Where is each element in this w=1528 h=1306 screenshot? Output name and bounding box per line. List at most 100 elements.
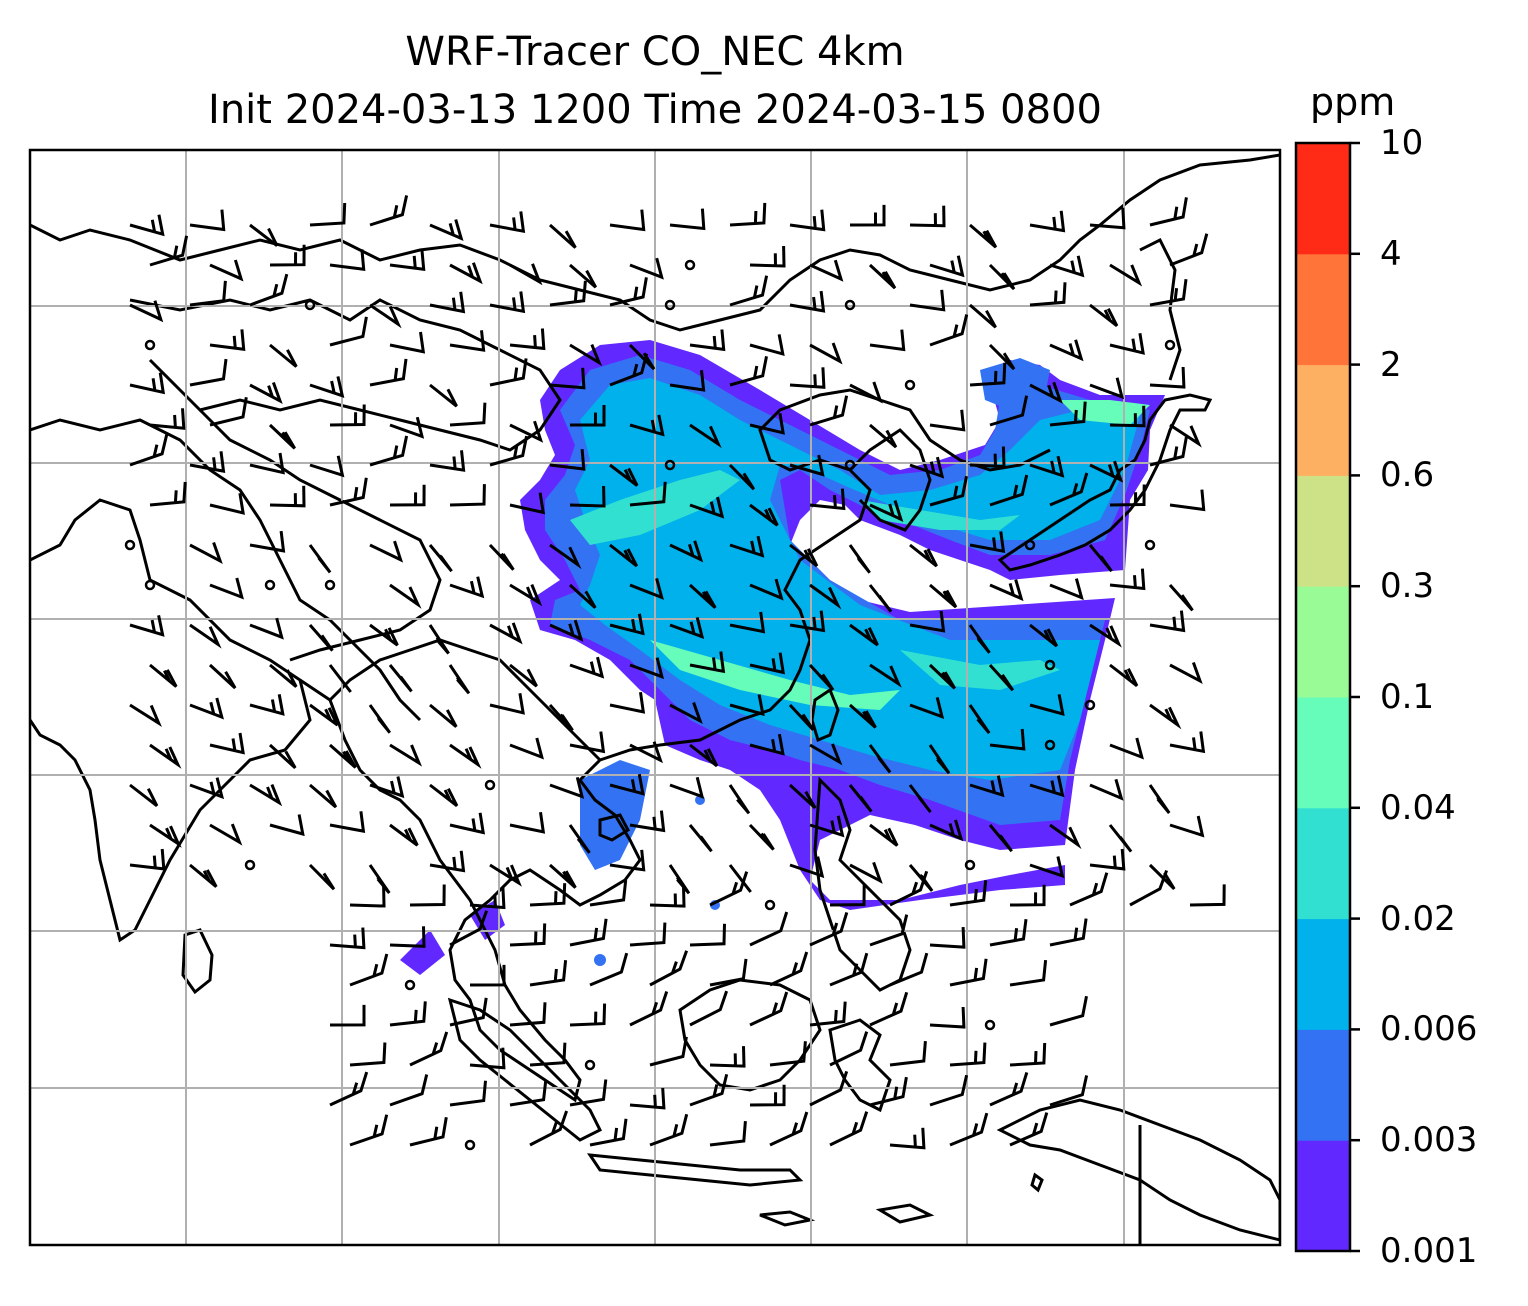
wind-barb <box>329 316 368 347</box>
wind-barb <box>349 1042 387 1067</box>
wind-barb <box>209 823 243 846</box>
wind-barb <box>569 1079 608 1107</box>
wind-barb <box>509 663 538 688</box>
wind-barb <box>129 614 165 637</box>
wind-calm-circle <box>844 459 856 471</box>
wind-barb <box>308 544 332 574</box>
tracer-filament-4 <box>860 500 1020 530</box>
wind-barb <box>569 263 598 289</box>
colorbar-segment <box>1296 143 1350 255</box>
wind-barb <box>649 886 686 908</box>
wind-barb <box>889 870 929 907</box>
wind-barb <box>1029 623 1059 648</box>
wind-barb <box>189 623 222 649</box>
wind-barb <box>189 209 226 232</box>
wind-barb <box>869 500 904 522</box>
wind-barb <box>1148 863 1176 890</box>
wind-barb <box>409 884 446 907</box>
wind-barb <box>669 540 704 563</box>
wind-barb <box>1029 282 1067 307</box>
coast-hainan <box>598 813 630 842</box>
wind-barb <box>909 289 946 312</box>
wind-barb <box>1029 694 1065 716</box>
wind-barb <box>1109 263 1143 287</box>
wind-barb <box>509 1002 547 1027</box>
wind-barb <box>429 450 466 472</box>
wind-barb <box>749 503 779 527</box>
colorbar-segment <box>1296 1140 1350 1252</box>
wind-barb <box>149 663 178 688</box>
wind-barb <box>268 423 296 450</box>
wind-barb <box>908 784 932 814</box>
wind-barb <box>689 423 722 449</box>
wind-barb <box>449 910 489 947</box>
wind-barb <box>1169 233 1209 267</box>
wind-barb <box>1029 856 1065 879</box>
wind-barb <box>829 1111 869 1147</box>
wind-barb <box>249 694 285 716</box>
wind-barb <box>269 244 306 267</box>
wind-barb <box>709 1046 746 1068</box>
wind-barb <box>789 610 826 633</box>
wind-barb <box>749 412 785 435</box>
wind-barb <box>1088 544 1113 573</box>
wind-barbs <box>124 195 1226 1151</box>
border-mongolia <box>129 298 562 452</box>
wind-barb <box>949 1112 989 1147</box>
coast-new-guinea <box>996 1098 1280 1242</box>
wind-barb <box>149 743 182 769</box>
colorbar-tick-label: 0.02 <box>1380 898 1456 939</box>
wind-barb <box>829 1031 869 1067</box>
wind-barb <box>1089 460 1124 483</box>
wind-barb <box>849 204 886 227</box>
wind-barb <box>1109 484 1146 507</box>
wind-calm-circle <box>1044 739 1056 751</box>
wind-barb <box>949 1042 987 1067</box>
wind-barb <box>689 1073 729 1107</box>
wind-calm-circle <box>1144 539 1156 551</box>
wind-barb <box>589 952 629 987</box>
colorbar-tick-label: 4 <box>1380 233 1402 274</box>
wind-barb <box>749 652 786 675</box>
wind-barb <box>1149 366 1186 389</box>
wind-barb <box>449 812 486 835</box>
wind-barb <box>909 205 946 228</box>
wind-barb <box>849 623 879 647</box>
wind-barb <box>269 485 306 508</box>
wind-barb <box>929 1074 969 1107</box>
wind-barb <box>789 856 825 879</box>
wind-barb <box>929 583 958 609</box>
wind-barb <box>969 531 1006 554</box>
wind-barb <box>429 291 466 314</box>
wind-barb <box>969 303 997 329</box>
wind-barb <box>429 703 458 728</box>
wind-barb <box>609 463 639 487</box>
wind-barb <box>509 923 547 947</box>
wind-barb <box>689 329 726 352</box>
wind-barb <box>149 235 189 267</box>
wind-barb <box>1149 436 1188 467</box>
wind-barb <box>209 397 248 427</box>
wind-barb <box>649 1113 689 1147</box>
wind-barb <box>809 342 843 365</box>
wind-barb <box>209 493 245 515</box>
wind-barb <box>868 263 897 290</box>
wind-barb <box>308 624 334 652</box>
wind-calm-circle <box>904 379 916 391</box>
tracer-south-patch-3 <box>400 930 445 975</box>
wind-barb <box>849 703 877 729</box>
wind-barb <box>329 1004 366 1027</box>
colorbar-tick-label: 0.003 <box>1380 1120 1478 1161</box>
wind-barb <box>1169 731 1206 754</box>
wind-barb <box>269 814 305 837</box>
wind-barb <box>568 824 591 854</box>
wind-calm-circle <box>844 299 856 311</box>
coast-islet <box>1030 1172 1044 1193</box>
wind-barb <box>129 703 162 728</box>
wind-barb <box>569 731 606 754</box>
wind-barb <box>449 1080 487 1107</box>
wind-barb <box>788 703 815 731</box>
wind-barb <box>1189 884 1226 907</box>
wind-barb <box>729 535 765 558</box>
wind-barb <box>489 291 526 314</box>
